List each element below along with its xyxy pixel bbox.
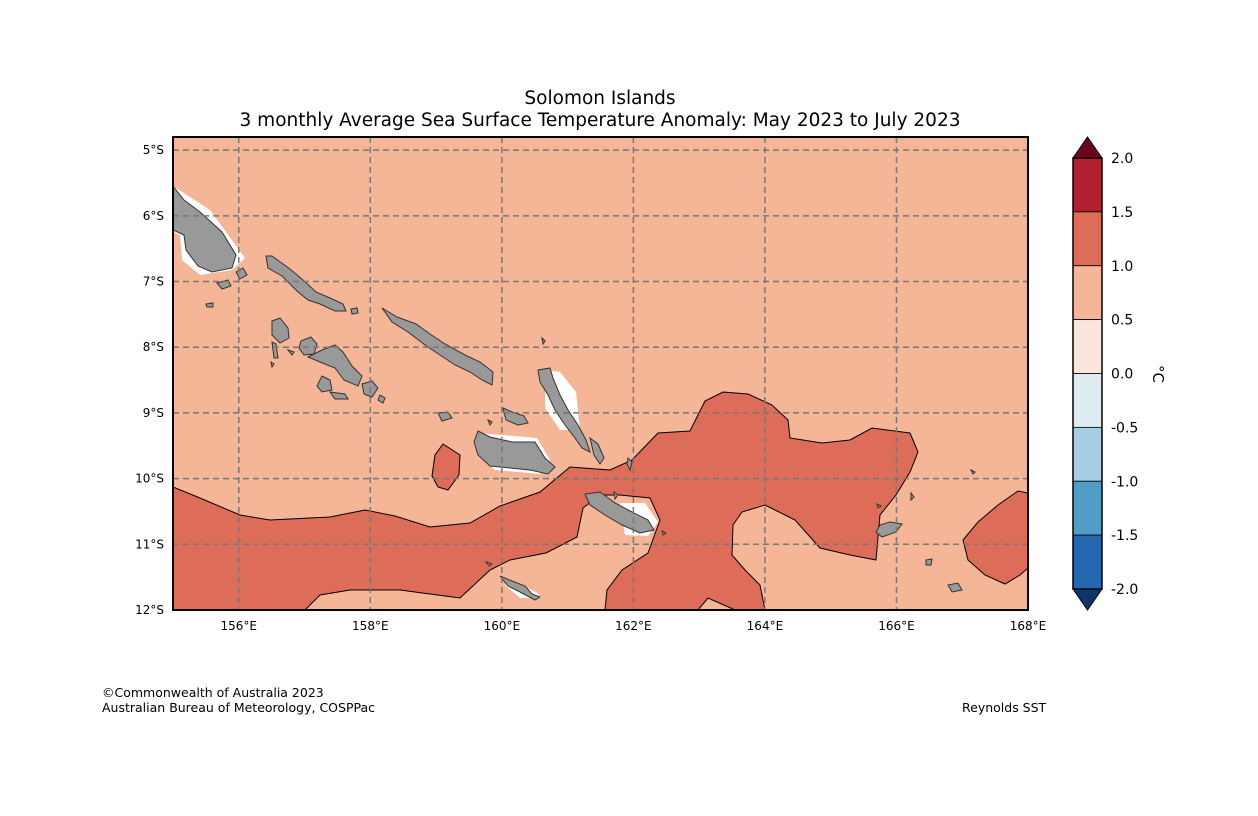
lat-tick-label: 9°S: [143, 406, 164, 420]
island-small: [626, 456, 633, 472]
island-small: [377, 394, 386, 404]
island-small-malaita: [589, 436, 605, 465]
colorbar-segment: [1072, 480, 1103, 536]
warm-anomaly-region: [962, 490, 1028, 585]
island-ranongga: [271, 341, 279, 359]
island-small: [484, 561, 494, 567]
colorbar-tick-label: 0.5: [1111, 313, 1133, 329]
colorbar-segment: [1072, 157, 1103, 213]
organisation-text: Australian Bureau of Meteorology, COSPPa…: [102, 700, 375, 715]
lon-tick-label: 158°E: [352, 619, 389, 633]
colorbar-unit-label: °C: [1149, 365, 1167, 383]
island-small: [328, 391, 349, 400]
map-frame: [172, 136, 1029, 611]
map-title: Solomon Islands: [524, 88, 676, 109]
island-small: [205, 302, 214, 308]
island-florida: [502, 407, 529, 426]
colorbar: 2.0 1.5 1.0 0.5 0.0 -0.5 -1.0 -1.5 -2.0 °C: [1072, 136, 1167, 611]
lon-tick-label: 164°E: [747, 619, 784, 633]
colorbar-segment: [1072, 373, 1103, 428]
island-bougainville: [173, 185, 237, 273]
colorbar-tick-label: -2.0: [1111, 582, 1138, 598]
lat-tick-label: 7°S: [143, 275, 164, 289]
island-small: [541, 336, 546, 346]
lon-tick-label: 160°E: [484, 619, 521, 633]
island-small: [947, 582, 963, 593]
colorbar-extend-max: [1072, 136, 1103, 159]
island-small: [487, 418, 493, 427]
colorbar-extend-min: [1072, 588, 1103, 611]
colorbar-segment: [1072, 534, 1103, 590]
lat-tick-label: 5°S: [143, 143, 164, 157]
lon-tick-label: 162°E: [615, 619, 652, 633]
colorbar-tick-label: 1.0: [1111, 259, 1133, 275]
lon-tick-label: 168°E: [1010, 619, 1047, 633]
island-small: [270, 360, 275, 369]
island-malaita: [537, 367, 591, 453]
copyright-text: ©Commonwealth of Australia 2023: [102, 685, 324, 700]
colorbar-tick-label: 1.5: [1111, 205, 1133, 221]
island-small: [925, 558, 933, 566]
map-subtitle: 3 monthly Average Sea Surface Temperatur…: [239, 110, 961, 131]
island-small: [286, 348, 295, 356]
island-small: [910, 491, 915, 502]
island-small: [969, 468, 976, 475]
island-new-georgia: [306, 344, 363, 387]
lat-tick-label: 10°S: [135, 472, 164, 486]
island-vangunu: [316, 375, 333, 393]
lat-tick-label: 11°S: [135, 537, 164, 551]
warm-anomaly-region: [173, 391, 919, 610]
colorbar-tick-label: -1.5: [1111, 528, 1138, 544]
data-source-text: Reynolds SST: [962, 700, 1047, 715]
colorbar-segment: [1072, 319, 1103, 374]
colorbar-tick-label: 0.0: [1111, 367, 1133, 383]
island-small: [876, 503, 882, 509]
colorbar-tick-label: 2.0: [1111, 151, 1133, 167]
footer-credits: ©Commonwealth of Australia 2023 Australi…: [102, 685, 375, 715]
lat-tick-label: 12°S: [135, 603, 164, 617]
island-makira: [584, 491, 655, 534]
lon-tick-label: 166°E: [878, 619, 915, 633]
island-rennell: [499, 575, 542, 601]
colorbar-tick-label: -1.0: [1111, 474, 1138, 490]
island-guadalcanal: [473, 430, 556, 475]
lat-tick-label: 8°S: [143, 340, 164, 354]
island-small: [350, 307, 359, 315]
colorbar-segment: [1072, 265, 1103, 321]
colorbar-tick-label: -0.5: [1111, 420, 1138, 436]
lat-tick-label: 6°S: [143, 209, 164, 223]
island-vella-lavella: [271, 317, 290, 344]
gridlines: [173, 137, 1028, 610]
lon-tick-label: 156°E: [221, 619, 258, 633]
colorbar-segment: [1072, 426, 1103, 482]
island-small: [661, 530, 667, 536]
island-small: [613, 490, 619, 501]
colorbar-segment: [1072, 211, 1103, 267]
